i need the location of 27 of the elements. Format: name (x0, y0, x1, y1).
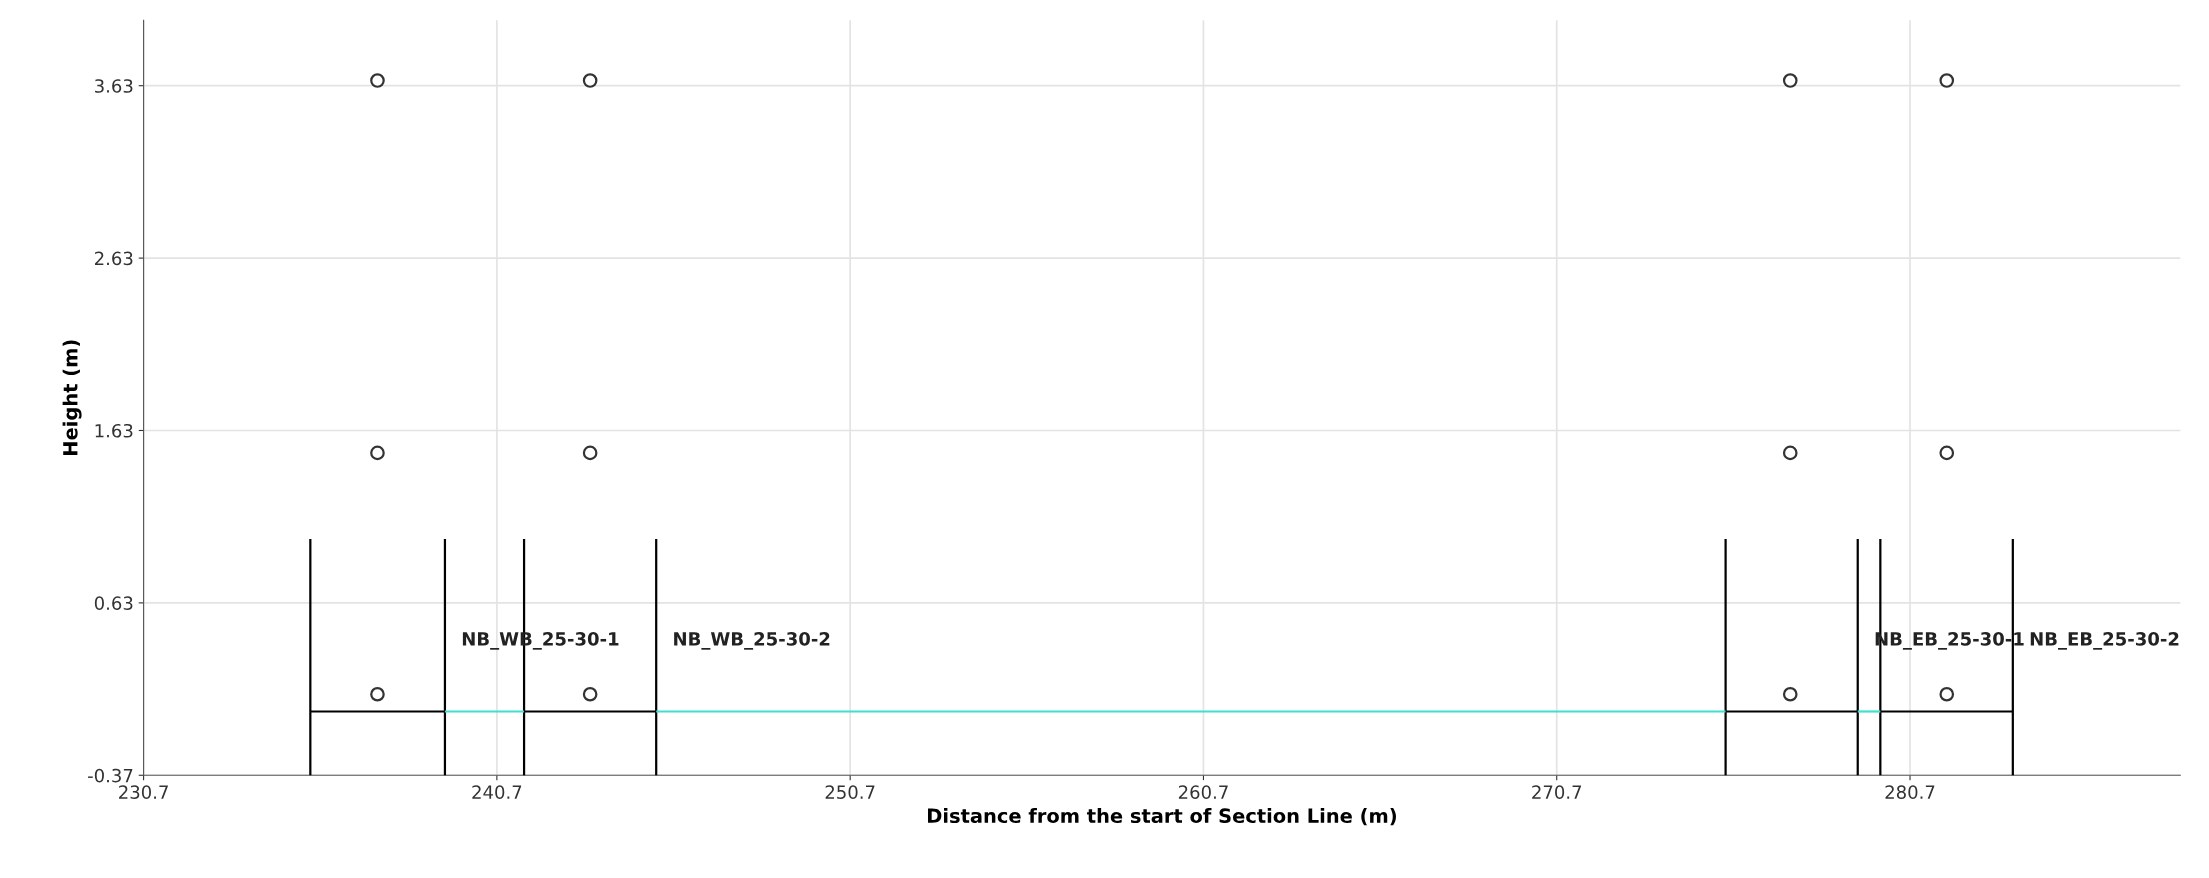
y-axis-title: Height (m) (62, 340, 82, 455)
x-axis-title: Distance from the start of Section Line (m) (928, 808, 1396, 826)
y-tick-label: -0.37 (88, 768, 133, 783)
x-tick-label: 250.7 (825, 785, 875, 799)
y-tick-label: 1.63 (95, 423, 133, 438)
point (370, 686, 385, 702)
point (370, 73, 385, 88)
y-tick-label: 0.63 (94, 596, 133, 610)
point (1939, 73, 1955, 88)
x-tick-label: 280.7 (1885, 785, 1935, 799)
point (1782, 73, 1798, 88)
point (582, 73, 598, 88)
point (1782, 445, 1798, 461)
x-tick-label: 230.7 (119, 785, 168, 799)
y-tick-label: 2.63 (94, 251, 133, 266)
x-tick-label: 270.7 (1532, 785, 1582, 799)
point (1939, 686, 1955, 702)
point (370, 445, 385, 461)
point (582, 445, 598, 461)
annotation: NB_WB_25-30-2 (674, 632, 830, 650)
x-tick-label: 260.7 (1178, 785, 1228, 799)
x-tick-label: 240.7 (472, 785, 522, 799)
annotation: NB_EB_25-30-2 (2030, 632, 2179, 650)
point (582, 686, 598, 702)
y-tick-label: 3.63 (95, 79, 133, 93)
point (1939, 445, 1955, 461)
point (1782, 686, 1798, 702)
